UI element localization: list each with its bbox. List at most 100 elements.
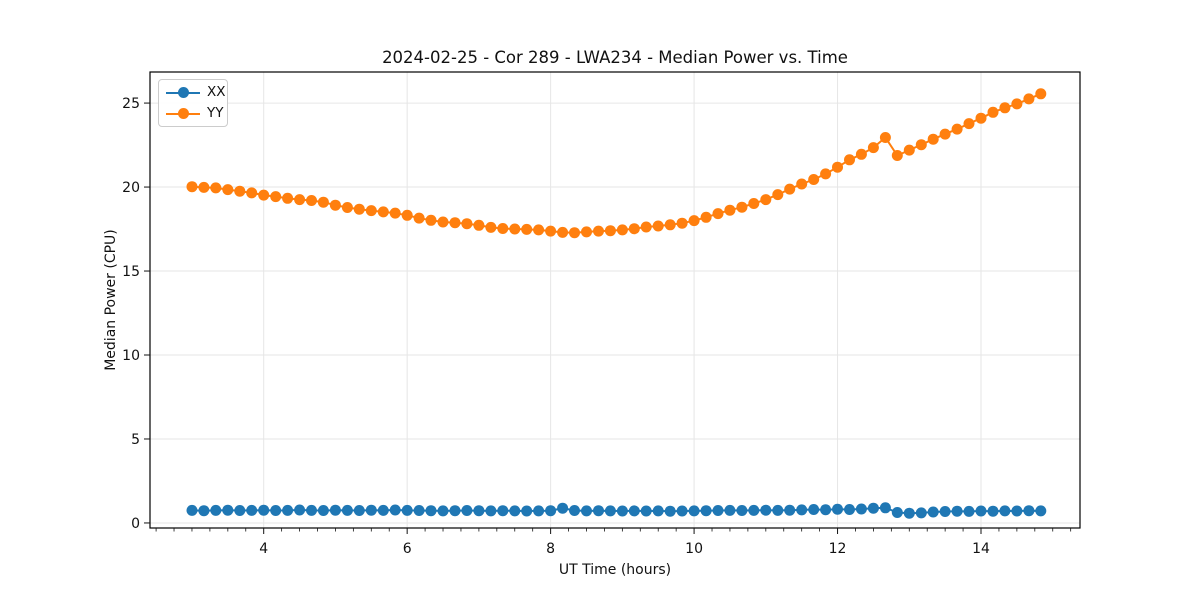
data-point bbox=[963, 118, 975, 130]
data-point bbox=[688, 505, 700, 517]
data-point bbox=[593, 505, 604, 517]
data-point bbox=[569, 505, 580, 516]
data-point bbox=[270, 505, 282, 516]
data-point bbox=[879, 132, 891, 143]
data-point bbox=[951, 123, 963, 135]
data-point bbox=[581, 226, 592, 238]
y-tick-label: 0 bbox=[131, 516, 140, 532]
legend-item-xx: XX bbox=[166, 84, 226, 101]
data-point bbox=[485, 505, 497, 517]
data-point bbox=[832, 503, 843, 515]
data-point bbox=[473, 219, 485, 231]
chart-title: 2024-02-25 - Cor 289 - LWA234 - Median P… bbox=[382, 48, 848, 67]
data-point bbox=[820, 168, 832, 180]
data-point bbox=[341, 202, 353, 213]
data-point bbox=[772, 504, 784, 516]
legend-item-yy: YY bbox=[166, 105, 224, 122]
data-point bbox=[987, 505, 999, 517]
data-point bbox=[736, 201, 748, 213]
data-point bbox=[509, 223, 521, 235]
data-point bbox=[652, 505, 664, 517]
data-point bbox=[365, 504, 377, 516]
data-point bbox=[903, 507, 915, 519]
gridlines bbox=[150, 72, 1080, 528]
data-point bbox=[844, 504, 855, 515]
data-point bbox=[401, 504, 413, 516]
data-point bbox=[676, 505, 688, 517]
data-point bbox=[664, 219, 676, 231]
data-point bbox=[533, 505, 545, 517]
data-point bbox=[867, 502, 879, 514]
data-point bbox=[628, 505, 640, 517]
data-point bbox=[593, 225, 604, 237]
data-point bbox=[186, 504, 198, 516]
data-point bbox=[294, 504, 306, 516]
axes-spines bbox=[149, 71, 1081, 529]
data-point bbox=[688, 215, 700, 227]
data-point bbox=[724, 204, 736, 216]
data-point bbox=[891, 150, 903, 161]
data-point bbox=[975, 112, 987, 124]
data-point bbox=[317, 505, 329, 516]
data-point bbox=[712, 505, 724, 516]
data-point bbox=[282, 504, 294, 516]
data-point bbox=[1011, 98, 1023, 110]
data-point bbox=[760, 504, 772, 516]
data-point bbox=[306, 195, 317, 206]
data-point bbox=[186, 181, 198, 193]
legend-label-xx: XX bbox=[207, 84, 226, 100]
data-point bbox=[341, 504, 353, 516]
data-point bbox=[676, 217, 688, 229]
data-point bbox=[425, 505, 437, 517]
data-point bbox=[1011, 505, 1023, 517]
data-point bbox=[820, 504, 832, 516]
x-tick-label: 12 bbox=[829, 541, 847, 557]
data-point bbox=[389, 207, 401, 219]
y-tick-label: 10 bbox=[122, 348, 140, 364]
data-point bbox=[497, 505, 509, 517]
x-tick-label: 8 bbox=[546, 541, 555, 557]
data-point bbox=[521, 223, 533, 235]
data-point bbox=[258, 504, 270, 516]
data-point bbox=[270, 191, 282, 203]
data-point bbox=[473, 505, 485, 517]
data-point bbox=[449, 505, 461, 517]
data-point bbox=[1035, 88, 1047, 100]
data-point bbox=[353, 203, 365, 215]
axis-ticks bbox=[144, 102, 1072, 534]
data-point bbox=[915, 139, 927, 151]
data-point bbox=[222, 504, 234, 516]
data-point bbox=[437, 216, 449, 228]
y-tick-label: 15 bbox=[122, 264, 140, 280]
data-point bbox=[951, 505, 963, 517]
plot-border bbox=[149, 71, 1081, 529]
data-point bbox=[927, 506, 939, 518]
data-point bbox=[461, 218, 473, 230]
data-point bbox=[282, 192, 294, 204]
data-point bbox=[748, 504, 760, 516]
data-point bbox=[712, 208, 724, 220]
data-point bbox=[246, 504, 258, 516]
data-point bbox=[294, 194, 306, 206]
data-point bbox=[545, 505, 557, 517]
tick-labels: 4 6 8 10 12 14 0 5 10 15 20 25 bbox=[122, 96, 990, 557]
data-point bbox=[377, 206, 389, 218]
data-point bbox=[569, 227, 580, 239]
data-point bbox=[808, 504, 820, 515]
y-tick-label: 25 bbox=[122, 96, 140, 112]
data-point bbox=[855, 503, 867, 515]
data-point bbox=[772, 189, 784, 201]
data-point bbox=[939, 128, 951, 140]
data-point bbox=[999, 505, 1011, 517]
data-point bbox=[557, 226, 569, 238]
data-point bbox=[521, 505, 533, 517]
data-point bbox=[808, 174, 820, 185]
data-point bbox=[210, 182, 222, 194]
data-point bbox=[604, 225, 616, 237]
data-point bbox=[557, 502, 569, 514]
data-point bbox=[437, 505, 449, 517]
data-point bbox=[640, 221, 652, 233]
data-point bbox=[545, 225, 557, 237]
data-point bbox=[891, 507, 903, 518]
